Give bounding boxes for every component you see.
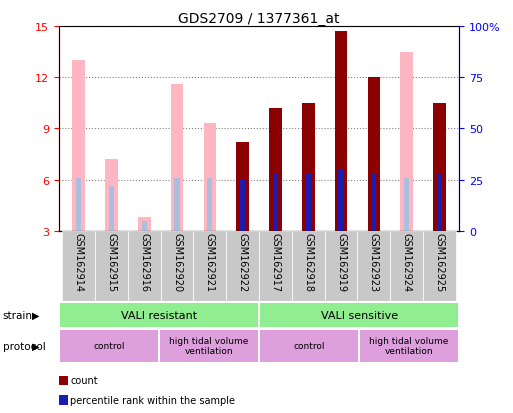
Text: control: control (93, 342, 125, 350)
Text: GSM162920: GSM162920 (172, 233, 182, 292)
Text: control: control (293, 342, 325, 350)
Bar (174, 178, 180, 231)
Text: GSM162916: GSM162916 (139, 233, 149, 292)
Bar (360, 330, 459, 362)
Bar (423, 231, 456, 301)
Bar (260, 303, 459, 327)
Bar (128, 231, 161, 301)
Bar (160, 330, 259, 362)
Bar (72, 61, 85, 231)
Text: protocol: protocol (3, 341, 45, 351)
Bar (226, 231, 259, 301)
Text: GSM162917: GSM162917 (270, 233, 281, 292)
Bar (292, 231, 325, 301)
Bar (371, 174, 377, 231)
Bar (60, 330, 159, 362)
Bar (142, 221, 147, 231)
Text: VALI resistant: VALI resistant (121, 310, 197, 320)
Bar (367, 78, 380, 231)
Bar (161, 231, 193, 301)
Text: GSM162922: GSM162922 (238, 233, 248, 292)
Bar (269, 109, 282, 231)
Bar (335, 32, 347, 231)
Text: count: count (70, 375, 98, 385)
Text: high tidal volume
ventilation: high tidal volume ventilation (169, 336, 249, 356)
Bar (437, 174, 442, 231)
Bar (207, 178, 212, 231)
Text: VALI sensitive: VALI sensitive (321, 310, 398, 320)
Bar (339, 170, 344, 231)
Text: GSM162919: GSM162919 (336, 233, 346, 292)
Bar (273, 174, 278, 231)
Title: GDS2709 / 1377361_at: GDS2709 / 1377361_at (179, 12, 340, 26)
Text: ▶: ▶ (32, 310, 40, 320)
Bar (62, 231, 95, 301)
Bar (325, 231, 358, 301)
Bar (105, 160, 118, 231)
Bar (400, 52, 413, 231)
Bar (76, 178, 81, 231)
Text: GSM162914: GSM162914 (74, 233, 84, 292)
Text: GSM162921: GSM162921 (205, 233, 215, 292)
Bar (433, 104, 446, 231)
Bar (390, 231, 423, 301)
Bar (302, 104, 314, 231)
Bar (193, 231, 226, 301)
Text: GSM162918: GSM162918 (303, 233, 313, 292)
Text: GSM162924: GSM162924 (402, 233, 411, 292)
Bar (240, 180, 245, 231)
Bar (60, 303, 259, 327)
Text: strain: strain (3, 310, 32, 320)
Bar (404, 178, 409, 231)
Bar (306, 174, 311, 231)
Text: percentile rank within the sample: percentile rank within the sample (70, 395, 235, 405)
Bar (260, 330, 359, 362)
Bar (259, 231, 292, 301)
Text: ▶: ▶ (32, 341, 40, 351)
Bar (358, 231, 390, 301)
Text: GSM162923: GSM162923 (369, 233, 379, 292)
Text: GSM162915: GSM162915 (107, 233, 116, 292)
Bar (171, 85, 183, 231)
Bar (236, 143, 249, 231)
Bar (109, 186, 114, 231)
Bar (204, 124, 216, 231)
Text: GSM162925: GSM162925 (435, 233, 444, 292)
Bar (95, 231, 128, 301)
Text: high tidal volume
ventilation: high tidal volume ventilation (369, 336, 449, 356)
Bar (138, 218, 151, 231)
